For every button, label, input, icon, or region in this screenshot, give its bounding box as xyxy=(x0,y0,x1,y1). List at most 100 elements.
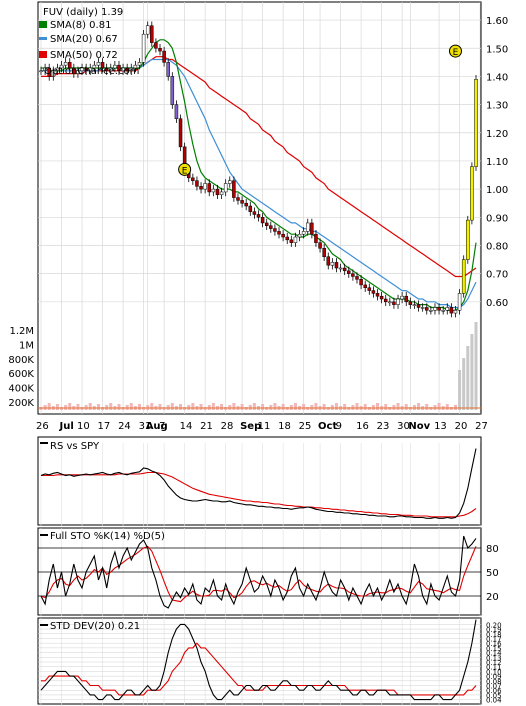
stddev-tick-label: 0.20 xyxy=(486,621,502,629)
candle-body xyxy=(330,262,335,266)
stddev-tick-label: 0.06 xyxy=(486,687,502,695)
candle-body xyxy=(334,262,339,269)
candle-body xyxy=(314,233,318,243)
date-tick-label: 7 xyxy=(159,421,165,432)
stddev-y-ticks: 0.200.190.180.170.160.150.140.130.120.11… xyxy=(486,621,502,704)
candle-body xyxy=(289,239,294,243)
volume-bar xyxy=(191,403,195,410)
rs-panel: RS vs SPY xyxy=(37,436,482,526)
volume-bar xyxy=(220,404,224,410)
candle-body xyxy=(285,236,289,241)
volume-bar xyxy=(462,358,466,410)
candle-body xyxy=(252,211,257,215)
candle-body xyxy=(412,304,417,306)
candle-body xyxy=(396,298,400,305)
candle-body xyxy=(92,64,97,69)
candle-body xyxy=(351,273,355,277)
candle-body xyxy=(433,307,437,311)
sto-tick-label: 80 xyxy=(486,544,499,555)
stddev-tick-label: 0.04 xyxy=(486,697,502,705)
volume-bar xyxy=(404,404,408,410)
candle-body xyxy=(260,217,265,224)
volume-bar xyxy=(322,404,326,410)
candle-body xyxy=(420,307,425,309)
date-tick-label: 11 xyxy=(258,421,271,432)
price-panel: EE 1.601.501.401.301.201.101.000.900.800… xyxy=(8,1,508,415)
volume-bar xyxy=(314,403,318,410)
candle-body xyxy=(63,62,68,66)
candle-body xyxy=(121,67,125,72)
price-tick-label: 0.60 xyxy=(486,298,508,309)
sto-tick-label: 20 xyxy=(486,592,499,603)
candle-body xyxy=(141,33,146,63)
candle-body xyxy=(199,186,203,190)
legend-swatch-sma8 xyxy=(39,21,47,28)
candle-body xyxy=(453,310,458,314)
legend-swatch-sma20 xyxy=(39,37,47,40)
price-tick-label: 1.60 xyxy=(486,16,508,27)
candle-body xyxy=(355,276,359,280)
date-tick-label: Aug xyxy=(146,421,168,432)
earnings-markers: EE xyxy=(178,44,462,176)
candle-body xyxy=(166,62,170,77)
price-tick-label: 1.30 xyxy=(486,101,508,112)
stddev-legend-swatch xyxy=(40,624,48,626)
date-tick-label: 26 xyxy=(36,421,49,432)
volume-bar xyxy=(232,403,236,410)
candle-body xyxy=(162,50,166,63)
stddev-tick-label: 0.19 xyxy=(486,626,502,634)
date-tick-label: 27 xyxy=(475,421,488,432)
volume-bar xyxy=(302,404,306,410)
rs-plot-frame xyxy=(37,436,482,526)
rs-legend-swatch xyxy=(40,442,48,444)
volume-bar xyxy=(466,346,470,410)
volume-bar xyxy=(474,322,478,410)
legend: FUV (daily) 1.39 SMA(8) 0.81 SMA(20) 0.6… xyxy=(39,7,139,77)
stddev-tick-label: 0.09 xyxy=(486,673,502,681)
candle-body xyxy=(88,67,92,72)
candle-body xyxy=(269,225,273,229)
candle-body xyxy=(232,180,236,198)
candle-body xyxy=(113,64,117,69)
volume-bar xyxy=(252,403,256,410)
sma50-line xyxy=(41,56,477,278)
volume-tick-label: 1M xyxy=(19,340,34,351)
candle-body xyxy=(100,62,105,69)
price-tick-label: 1.50 xyxy=(486,44,508,55)
volume-bar xyxy=(445,404,449,410)
candle-body xyxy=(178,118,183,148)
volume-tick-label: 800K xyxy=(8,355,34,366)
candle-body xyxy=(305,222,310,232)
candle-body xyxy=(207,183,212,193)
candle-body xyxy=(215,188,220,196)
stddev-tick-label: 0.16 xyxy=(486,640,502,648)
ticker-label: FUV (daily) 1.39 xyxy=(43,7,123,18)
volume-bar xyxy=(199,404,203,410)
candle-body xyxy=(367,287,372,291)
candle-body xyxy=(310,222,314,235)
stddev-tick-label: 0.18 xyxy=(486,631,502,639)
legend-sma50: SMA(50) 0.72 xyxy=(50,50,118,61)
volume-bar xyxy=(458,370,462,410)
stddev-lines xyxy=(40,619,477,701)
stddev-tick-label: 0.15 xyxy=(486,645,502,653)
candle-body xyxy=(256,214,261,218)
candle-body xyxy=(322,248,326,257)
candle-body xyxy=(392,301,396,305)
stddev-panel: 0.200.190.180.170.160.150.140.130.120.11… xyxy=(37,617,502,706)
candle-body xyxy=(47,67,51,77)
volume-tick-label: 400K xyxy=(8,384,34,395)
candle-body xyxy=(51,70,56,77)
candle-body xyxy=(293,236,298,243)
volume-bar xyxy=(363,404,367,410)
date-tick-label: 20 xyxy=(455,421,468,432)
candle-body xyxy=(466,219,470,260)
rs-label: RS vs SPY xyxy=(50,441,100,452)
candle-body xyxy=(228,180,232,184)
watermark: OptionChance.com xyxy=(44,66,139,77)
sto-grid xyxy=(38,528,481,616)
candle-body xyxy=(137,62,142,66)
candle-body xyxy=(429,310,433,312)
sto-panel: 80 50 20 Full STO %K(14) %D(5) xyxy=(37,527,499,616)
stddev-tick-label: 0.12 xyxy=(486,659,502,667)
